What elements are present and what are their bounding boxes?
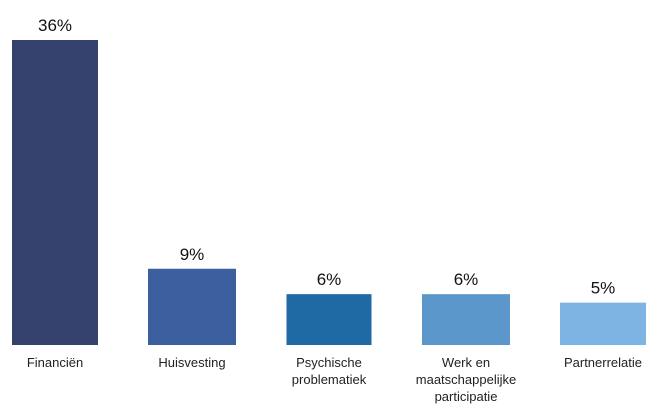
category-label-4: Partnerrelatie bbox=[564, 355, 642, 370]
bar-2 bbox=[286, 294, 372, 345]
category-label-3-line-2: participatie bbox=[435, 389, 498, 404]
category-label-3-line-0: Werk en bbox=[442, 355, 490, 370]
bar-1 bbox=[148, 268, 236, 345]
value-labels-group: 36% 9% 6% 6% 5% bbox=[38, 16, 615, 298]
bar-3 bbox=[422, 294, 510, 345]
category-label-3-line-1: maatschappelijke bbox=[416, 372, 516, 387]
category-label-4-line-0: Partnerrelatie bbox=[564, 355, 642, 370]
data-label-1: 9% bbox=[180, 245, 205, 264]
data-label-0: 36% bbox=[38, 16, 72, 35]
category-label-1-line-0: Huisvesting bbox=[158, 355, 225, 370]
bar-0 bbox=[12, 40, 98, 345]
bars-group bbox=[12, 40, 646, 345]
bar-4 bbox=[560, 302, 646, 345]
category-label-0: Financiën bbox=[27, 355, 83, 370]
category-label-2: Psychische problematiek bbox=[292, 355, 367, 387]
data-label-3: 6% bbox=[454, 270, 479, 289]
data-label-2: 6% bbox=[317, 270, 342, 289]
category-labels-group: Financiën Huisvesting Psychische problemati… bbox=[27, 355, 642, 404]
category-label-1: Huisvesting bbox=[158, 355, 225, 370]
category-label-3: Werk en maatschappelijke participatie bbox=[416, 355, 516, 404]
category-label-2-line-0: Psychische bbox=[296, 355, 362, 370]
data-label-4: 5% bbox=[591, 279, 616, 298]
category-label-2-line-1: problematiek bbox=[292, 372, 367, 387]
category-label-0-line-0: Financiën bbox=[27, 355, 83, 370]
